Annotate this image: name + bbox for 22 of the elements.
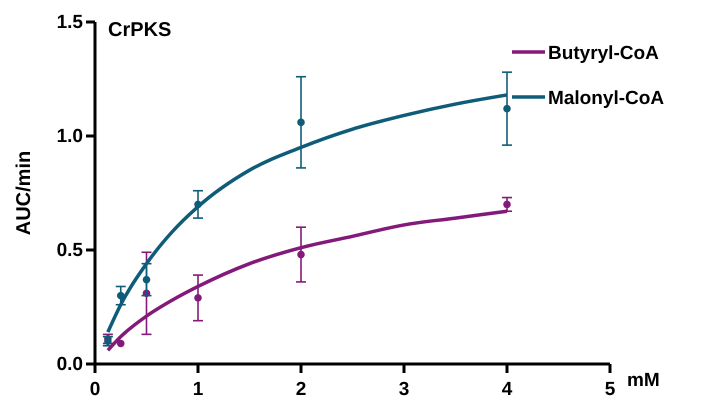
x-tick-label: 3 — [398, 379, 410, 400]
point — [116, 340, 125, 348]
point — [297, 250, 305, 258]
point — [503, 200, 511, 208]
legend-label: Malonyl-CoA — [548, 88, 664, 109]
x-tick-label: 4 — [502, 379, 513, 400]
y-axis-title: AUC/min — [13, 150, 35, 236]
chart-title: CrPKS — [108, 19, 172, 41]
point — [297, 118, 305, 126]
point — [194, 294, 202, 302]
y-tick-label: 0.0 — [56, 354, 83, 376]
x-tick-label: 0 — [90, 379, 100, 400]
point — [503, 104, 511, 112]
y-tick-label: 1.0 — [56, 126, 83, 148]
y-tick-label: 1.5 — [56, 12, 84, 34]
x-axis-title: mM — [627, 370, 660, 391]
x-tick-label: 1 — [192, 379, 204, 400]
x-tick-label: 5 — [604, 379, 616, 400]
y-tick-label: 0.5 — [56, 240, 84, 262]
legend-label: Butyryl-CoA — [548, 43, 660, 64]
x-tick-label: 2 — [296, 379, 306, 400]
point — [142, 276, 150, 284]
